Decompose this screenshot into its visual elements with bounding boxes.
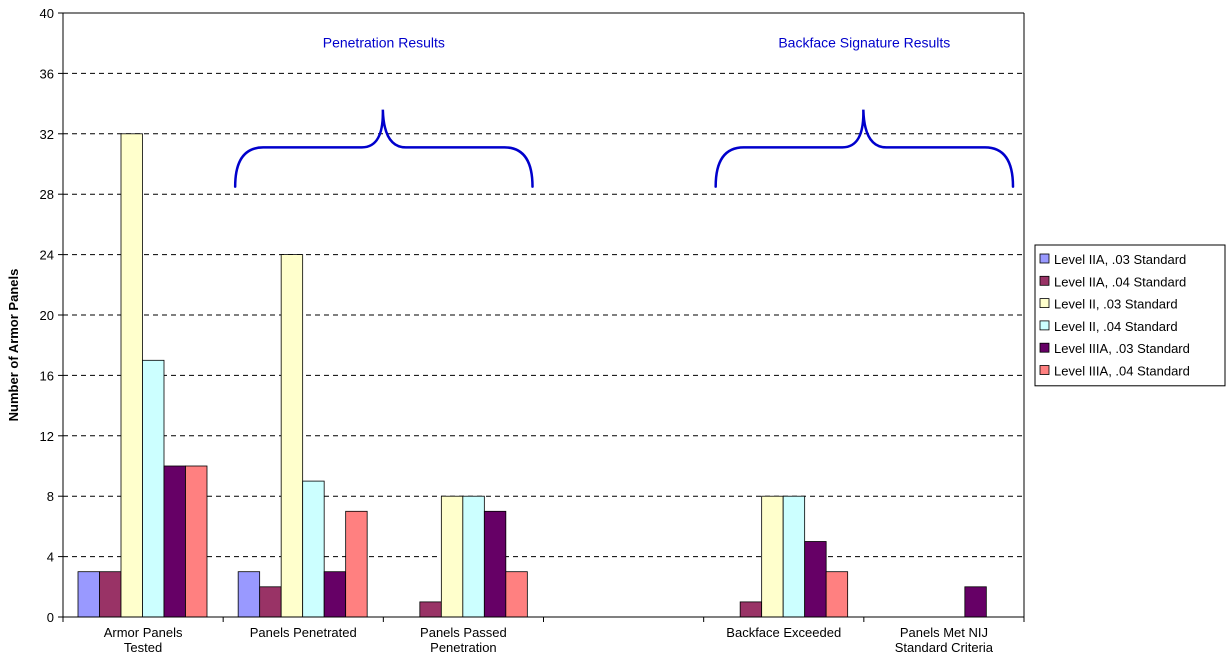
gridlines [63,12,1024,558]
y-tick-label: 8 [47,489,54,504]
y-tick-label: 4 [47,550,54,565]
bar [323,571,347,618]
bar [462,495,485,618]
bar [483,510,507,618]
y-tick-label: 20 [40,308,54,323]
legend-swatch [1039,253,1050,264]
bar [99,571,122,618]
bar [505,571,528,618]
bar [419,601,442,618]
bar [804,541,827,618]
legend-box [1034,244,1226,387]
bar [237,571,261,618]
x-category-label: Backface Exceeded [726,625,841,640]
bar [185,465,208,618]
legend-label: Level II, .04 Standard [1054,319,1178,334]
bar [120,133,143,618]
legend-label: Level IIA, .03 Standard [1054,252,1186,267]
y-tick-label: 12 [40,429,54,444]
bar [163,465,186,618]
bar [142,359,165,618]
y-axis-title: Number of Armor Panels [6,269,21,422]
y-tick-label: 40 [40,6,54,21]
x-category-label: Armor Panels Tested [104,625,183,655]
bar [782,495,806,618]
y-tick-label: 36 [40,66,54,81]
legend-swatch [1039,365,1050,375]
bar [739,601,763,618]
y-tick-label: 32 [40,127,54,142]
bars [77,133,987,618]
legend-label: Level IIA, .04 Standard [1054,274,1186,289]
y-tick-label: 0 [47,610,54,625]
x-category-label: Panels Penetrated [250,625,357,640]
legend-swatch [1039,342,1050,353]
bar [345,510,368,618]
bar [825,571,849,618]
legend-swatch [1039,298,1050,309]
x-category-labels: Armor Panels Tested Panels Penetrated Panel… [104,625,994,655]
y-tick-label: 16 [40,368,54,383]
legend-swatch [1039,275,1050,286]
bar [761,495,784,618]
legend: Level IIA, .03 Standard Level IIA, .04 St… [1034,244,1226,387]
legend-label: Level IIIA, .04 Standard [1054,364,1190,379]
bar [302,480,325,618]
y-tick-label: 24 [40,248,54,263]
legend-swatch [1039,320,1050,331]
annotation-label: Backface Signature Results [778,35,950,51]
bar [964,586,987,618]
bar [77,571,100,618]
annotation-label: Penetration Results [323,35,445,51]
x-category-label: Panels Met NIJ Standard Criteria [895,625,994,655]
annotations: Penetration Results Backface Signature Re… [233,35,1015,188]
bar [440,495,464,618]
axes [58,12,1025,622]
bar [280,254,304,618]
legend-label: Level IIIA, .03 Standard [1054,341,1190,356]
y-tick-label: 28 [40,187,54,202]
x-category-label: Panels Passed Penetration [420,625,507,655]
y-tick-labels: 0 4 8 12 16 20 24 28 32 36 40 [40,6,54,625]
legend-label: Level II, .03 Standard [1054,297,1178,312]
bar [259,586,282,618]
